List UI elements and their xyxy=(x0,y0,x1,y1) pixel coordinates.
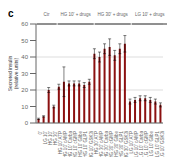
svg-text:0: 0 xyxy=(25,120,29,126)
svg-text:HG 10' Glibe: HG 10' Glibe xyxy=(78,131,84,157)
svg-text:LG 10': LG 10' xyxy=(42,131,48,145)
svg-text:30: 30 xyxy=(21,71,28,77)
svg-text:LG 10' GSK3i: LG 10' GSK3i xyxy=(160,131,165,157)
svg-text:LG 10' GLP1: LG 10' GLP1 xyxy=(154,131,160,157)
svg-text:LG 10' ATP: LG 10' ATP xyxy=(129,131,135,154)
svg-text:20: 20 xyxy=(21,87,28,93)
svg-text:HG 30' ATP: HG 30' ATP xyxy=(93,131,99,155)
svg-text:0': 0' xyxy=(37,131,43,135)
svg-text:40: 40 xyxy=(21,54,28,60)
svg-text:60: 60 xyxy=(21,21,28,27)
svg-text:50: 50 xyxy=(21,38,28,44)
svg-text:HG 30' Glibe: HG 30' Glibe xyxy=(113,131,119,157)
svg-text:HG 10' + drugs: HG 10' + drugs xyxy=(61,12,92,17)
svg-text:HG 10': HG 10' xyxy=(47,131,53,145)
svg-text:HG 10' ATP: HG 10' ATP xyxy=(58,131,64,155)
svg-text:LG 10' Glibe: LG 10' Glibe xyxy=(149,131,155,156)
svg-text:10: 10 xyxy=(21,104,28,110)
svg-text:HG 30' + drugs: HG 30' + drugs xyxy=(98,12,129,17)
svg-text:HG 30': HG 30' xyxy=(53,131,58,145)
svg-text:Ctr: Ctr xyxy=(44,12,51,17)
svg-text:Secreted insulin(relative unit: Secreted insulin(relative units) xyxy=(8,55,19,91)
html-text:c: c xyxy=(8,8,14,19)
svg-text:LG 10' + drugs: LG 10' + drugs xyxy=(135,12,165,17)
